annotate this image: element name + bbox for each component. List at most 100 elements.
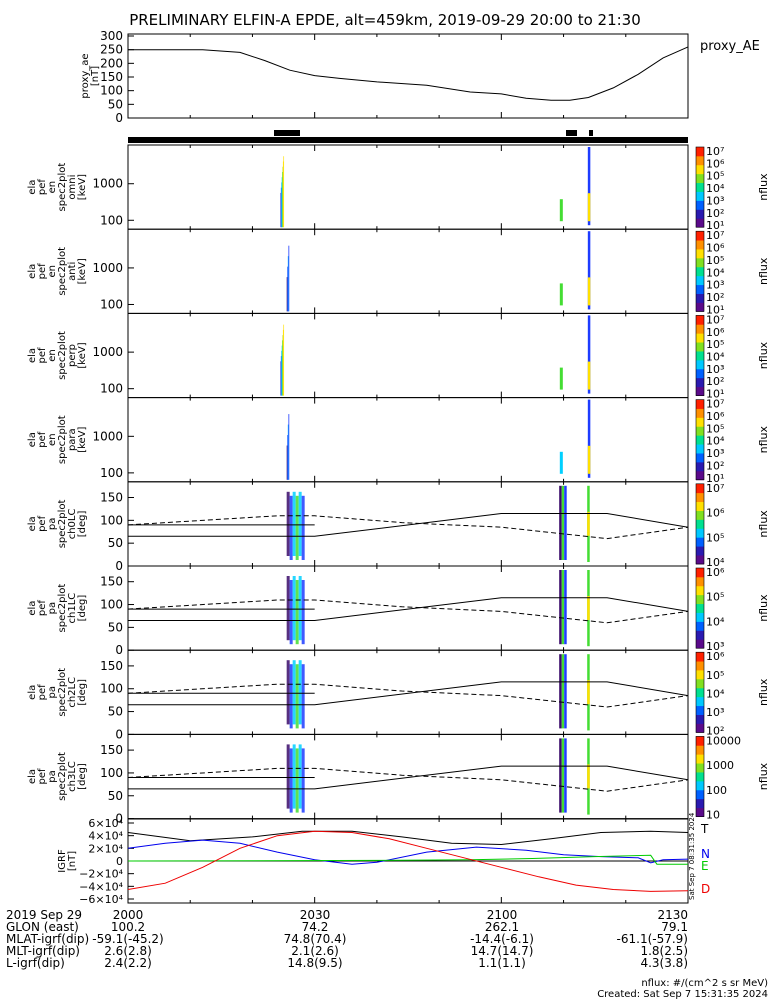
flux-patch xyxy=(286,277,288,312)
flux-patch xyxy=(286,445,288,480)
colorbar-tick-label: 10⁴ xyxy=(706,615,725,628)
flux-patch xyxy=(287,266,289,312)
colorbar-segment xyxy=(696,359,704,370)
colorbar-segment xyxy=(696,546,704,556)
colorbar-segment xyxy=(696,191,704,201)
colorbar-unit: nflux xyxy=(757,257,770,285)
panel-ylabel-line: spec2plot xyxy=(57,584,68,633)
pa-patch xyxy=(289,748,293,813)
epoch-value: 4.3(3.8) xyxy=(640,956,688,970)
pa-patch xyxy=(561,485,565,560)
pa-patch xyxy=(559,654,562,729)
panel-ylabel-line: pa xyxy=(47,602,58,614)
flux-patch xyxy=(587,193,591,222)
ytick-label: 1000 xyxy=(92,345,123,359)
colorbar-segment xyxy=(696,155,704,166)
flux-patch xyxy=(587,277,591,306)
colorbar-segment xyxy=(696,736,704,746)
loss-cone-solid xyxy=(128,597,689,621)
panel-5: ela pef pa spec2plot ch1LC [deg] 0 50 100 150 xyxy=(27,565,689,657)
colorbar-unit: nflux xyxy=(757,510,770,538)
colorbar-segment xyxy=(696,780,704,791)
pa-patch xyxy=(564,485,567,560)
panel-ylabel-line: pef xyxy=(37,515,48,532)
colorbar-tick-label: 10¹ xyxy=(706,472,724,485)
colorbar-tick-label: 10⁴ xyxy=(706,351,725,364)
colorbar-frame xyxy=(695,315,705,396)
panel-ylabel-line: en xyxy=(47,265,58,278)
colorbar-unit: nflux xyxy=(757,762,770,790)
epoch-row-label: MLAT-igrf(dip) xyxy=(6,932,89,946)
created-note: Created: Sat Sep 7 15:31:35 2024 xyxy=(597,989,768,1000)
flux-patch xyxy=(559,199,563,222)
colorbar-segment xyxy=(696,652,704,662)
grf-ylabel: IGRF [nT] xyxy=(57,849,78,873)
epoch-value: -14.4(-6.1) xyxy=(470,932,534,946)
pa-patch xyxy=(561,654,565,729)
panel-ylabel-line: omni xyxy=(67,175,78,200)
colorbar-tick-label: 10¹ xyxy=(706,388,724,401)
flux-patch xyxy=(281,350,282,396)
colorbar-tick-label: 100 xyxy=(706,784,727,797)
panel-ylabel-line: ch0LC xyxy=(67,509,78,540)
panel-frame xyxy=(127,649,689,735)
colorbar-segment xyxy=(696,594,704,605)
ae-frame xyxy=(127,33,689,119)
grf-ytick-label: 0 xyxy=(116,855,123,868)
ytick-label: 50 xyxy=(108,620,123,634)
colorbar-segment xyxy=(696,705,704,715)
colorbar-segment xyxy=(696,621,704,631)
colorbar-tick-label: 10 xyxy=(706,809,720,822)
ae-ytick-label: 50 xyxy=(108,97,123,111)
ytick-label: 150 xyxy=(100,575,123,589)
ytick-label: 100 xyxy=(100,213,123,227)
pa-patch xyxy=(561,738,565,813)
ytick-label: 100 xyxy=(100,598,123,612)
colorbar-segment xyxy=(696,368,704,379)
ae-ylabel: proxy_ae [nT] xyxy=(80,53,101,98)
loss-cone-dashed xyxy=(127,683,689,708)
panel-6: ela pef pa spec2plot ch2LC [deg] 0 50 100 150 xyxy=(27,649,689,741)
colorbar-segment xyxy=(696,519,704,529)
colorbar-tick-label: 10⁵ xyxy=(706,591,724,604)
flux-patch xyxy=(282,329,284,396)
colorbar-unit: nflux xyxy=(757,594,770,622)
panel-ylabel-line: [deg] xyxy=(77,763,88,790)
epoch-value: 2130 xyxy=(657,908,688,922)
colorbar-segment xyxy=(696,772,704,782)
pa-patch xyxy=(286,660,290,725)
flux-patch xyxy=(280,187,282,228)
pa-patch xyxy=(295,664,299,729)
ytick-label: 50 xyxy=(108,789,123,803)
grf-series-N xyxy=(127,839,689,865)
pa-patch xyxy=(295,748,299,813)
grf-lines xyxy=(127,830,689,892)
status-bar xyxy=(128,130,688,143)
colorbar-segment xyxy=(696,293,704,303)
epoch-value: 262.1 xyxy=(485,920,519,934)
colorbar-tick-label: 10⁶ xyxy=(706,650,725,663)
status-red-3 xyxy=(589,130,593,136)
colorbar-tick-label: 10⁶ xyxy=(706,326,725,339)
flux-patch xyxy=(287,256,289,312)
pa-patch xyxy=(295,580,299,645)
grf-legend-E: E xyxy=(701,859,709,873)
colorbar-segment xyxy=(696,510,704,520)
colorbars: 10¹10²10³10⁴10⁵10⁶10⁷nflux10¹10²10³10⁴10… xyxy=(695,145,770,822)
loss-cone-dashed xyxy=(127,767,689,792)
grf-ylabel-line: [nT] xyxy=(67,851,78,871)
grf-ylabel-line: IGRF xyxy=(57,849,68,873)
flux-patch xyxy=(587,399,591,478)
colorbar-segment xyxy=(696,275,704,286)
flux-patch xyxy=(283,156,285,228)
epoch-value: 79.1 xyxy=(661,920,688,934)
flux-patch xyxy=(587,445,591,474)
colorbar-tick-label: 10⁴ xyxy=(706,182,725,195)
flux-patch xyxy=(587,147,591,226)
panel-ylabel-line: ch3LC xyxy=(67,761,78,792)
panel-ylabel-line: ela xyxy=(27,601,38,616)
panel-ylabel-line: pef xyxy=(37,768,48,785)
pa-patch xyxy=(289,664,293,729)
